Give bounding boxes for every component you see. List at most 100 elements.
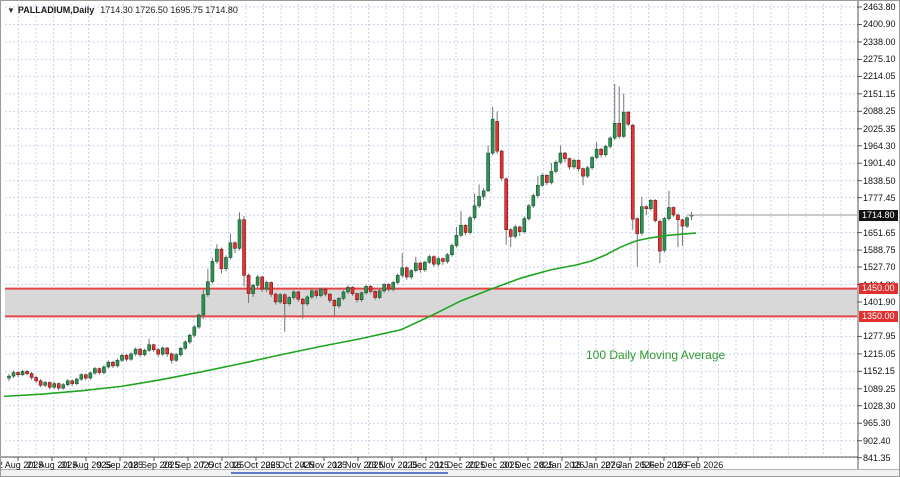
candle-body: [590, 157, 594, 169]
candle-body: [319, 288, 323, 296]
price-axis-label: 1838.50: [863, 175, 896, 186]
price-axis-label: 1089.25: [863, 383, 896, 394]
candle-body: [84, 374, 88, 379]
candle-body: [463, 224, 468, 233]
candle-body: [346, 286, 350, 293]
candle-body: [201, 294, 206, 316]
candle-body: [400, 267, 405, 276]
candle-body: [29, 373, 34, 378]
date-axis-label: 21 Aug 2025: [26, 460, 78, 470]
candle-body: [490, 118, 495, 154]
candle-body: [269, 282, 273, 295]
date-axis-label: 9 Sep 2025: [96, 460, 144, 470]
candle-body: [219, 248, 224, 269]
candle-body: [649, 199, 653, 209]
candle-body: [621, 111, 626, 137]
price-axis-label: 902.40: [863, 435, 891, 446]
candle-body: [142, 349, 147, 356]
candle-body: [459, 224, 463, 236]
price-axis-label: 1651.65: [863, 227, 896, 238]
candle-body: [206, 281, 210, 296]
dropdown-arrow-icon[interactable]: ▼: [7, 6, 15, 15]
price-axis-label: 1028.30: [863, 400, 896, 411]
candle-body: [106, 361, 111, 368]
candle-body: [481, 190, 486, 197]
bid-price-label: 1714.80: [859, 209, 898, 221]
candle-body: [581, 168, 585, 177]
candle-body: [644, 206, 649, 209]
date-axis-label: 12 Aug 2025: [1, 460, 44, 470]
candle-body: [685, 217, 689, 227]
moving-average-line[interactable]: [3, 232, 697, 398]
candle-body: [278, 294, 283, 303]
candle-body: [536, 184, 540, 196]
price-axis-label: 1964.30: [863, 140, 896, 151]
date-axis-label: 23 Nov 2025: [366, 460, 418, 470]
ohlc-values: 1714.30 1726.50 1695.75 1714.80: [100, 5, 238, 15]
candle-body: [495, 121, 499, 152]
price-axis-label: 2151.15: [863, 88, 896, 99]
candle-body: [653, 199, 658, 221]
zone-lower-price-label: 1350.00: [859, 310, 898, 322]
candle-body: [56, 383, 61, 389]
candle-body: [305, 296, 310, 305]
candle-body: [192, 326, 197, 336]
candle-body: [337, 298, 341, 307]
candle-body: [97, 368, 102, 373]
price-axis-label: 1901.40: [863, 158, 896, 169]
price-axis-label: 1527.70: [863, 262, 896, 273]
chart-title: ▼ PALLADIUM,Daily 1714.30 1726.50 1695.75 …: [7, 5, 238, 15]
candle-body: [332, 299, 337, 307]
candle-body: [377, 290, 382, 298]
candle-body: [233, 242, 237, 249]
price-axis-label: 841.35: [863, 452, 891, 463]
candle-body: [454, 234, 459, 246]
candle-body: [291, 291, 296, 298]
candle-body: [545, 174, 549, 183]
date-axis-label: 8 Jan 2026: [539, 460, 585, 470]
candle-body: [197, 314, 201, 328]
candle-body: [7, 375, 11, 379]
bottom-scroll-strip[interactable]: [1, 469, 899, 476]
date-axis-label: 30 Dec 2025: [502, 460, 554, 470]
candle-body: [436, 258, 441, 265]
candle-body: [215, 248, 219, 262]
candle-body: [603, 146, 608, 156]
candle-body: [147, 344, 151, 351]
price-axis-label: 1152.15: [863, 366, 895, 377]
candle-body: [373, 291, 377, 298]
candle-body: [138, 348, 142, 356]
candle-body: [38, 380, 43, 386]
date-axis-label: 2 Dec 2025: [402, 460, 450, 470]
candle-body: [251, 284, 255, 294]
candle-body: [310, 290, 314, 298]
candle-body: [522, 218, 527, 232]
support-zone[interactable]: [5, 288, 857, 317]
candle-body: [65, 380, 70, 386]
candle-body: [300, 298, 305, 305]
candle-body: [111, 361, 115, 367]
candle-body: [635, 218, 640, 234]
scroll-indicator[interactable]: [231, 472, 448, 474]
candle-body: [382, 284, 386, 292]
candle-body: [264, 282, 269, 290]
candle-body: [630, 124, 635, 220]
candle-body: [680, 219, 685, 227]
date-axis-label: 5 Feb 2026: [641, 460, 687, 470]
candle-body: [567, 158, 572, 168]
candle-body: [151, 344, 156, 351]
candle-body: [174, 354, 179, 361]
candle-body: [599, 148, 603, 156]
price-axis-label: 2400.90: [863, 19, 896, 30]
candle-body: [20, 371, 25, 376]
candle-body: [355, 293, 359, 301]
price-axis-label: 965.30: [863, 418, 891, 429]
candle-body: [450, 245, 454, 256]
candle-body: [183, 341, 188, 349]
candle-body: [427, 256, 432, 263]
candle-body: [540, 174, 545, 186]
candle-body: [314, 290, 319, 296]
candle-body: [287, 297, 292, 304]
candle-body: [328, 293, 332, 301]
